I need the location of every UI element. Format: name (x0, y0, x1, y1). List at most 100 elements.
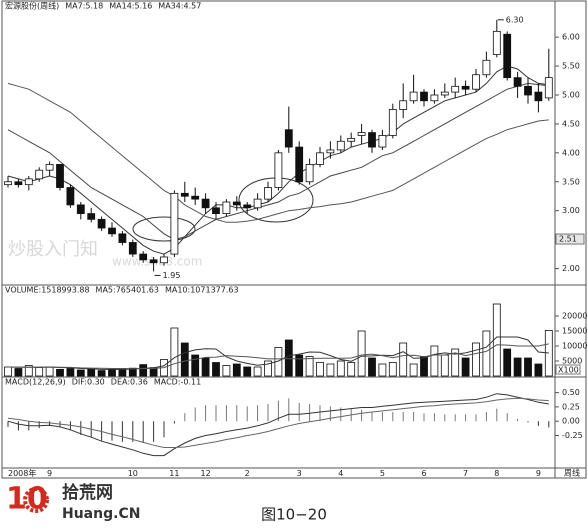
candle-body (399, 100, 408, 110)
x-tick-label: 6 (421, 469, 426, 478)
volume-bar (243, 366, 252, 377)
x-tick-label: 10 (128, 469, 138, 478)
header-label: MACD:-0.11 (154, 378, 201, 387)
candle-body (472, 74, 480, 90)
site-name: 拾荒网 (62, 482, 113, 503)
y-tick-label: 4.50 (562, 119, 580, 128)
volume-bar (295, 354, 304, 377)
y-tick-label: 3.50 (562, 177, 580, 186)
candle-body (440, 91, 449, 96)
candle-body (108, 227, 116, 235)
volume-bar (472, 342, 480, 377)
volume-bar (284, 339, 293, 377)
volume-bar (336, 360, 345, 377)
x-tick-label: 8 (494, 469, 499, 478)
candle-body (87, 213, 96, 220)
candle-body (222, 201, 231, 214)
candle-body (274, 152, 283, 188)
y-tick-label: 3.00 (562, 206, 580, 215)
volume-bar (180, 342, 189, 377)
header-label: 宏源股份(周线) (5, 1, 59, 11)
candle-body (482, 59, 491, 76)
y-tick-label: 20000 (562, 312, 587, 321)
candle-body (284, 129, 293, 148)
volume-bar (97, 370, 106, 377)
candle-body (420, 91, 428, 102)
y-tick-label: 10000 (562, 342, 587, 351)
x-tick-label: 2 (245, 469, 250, 478)
candle-body (56, 164, 64, 188)
y-tick-label: 5000 (562, 357, 582, 366)
volume-bar (264, 360, 272, 377)
candle-body (378, 135, 387, 148)
volume-bar (305, 356, 314, 377)
volume-bar (544, 330, 553, 377)
candle-body (253, 198, 262, 209)
volume-bar (128, 367, 137, 377)
candle-body (24, 178, 33, 186)
header-label: MA5:765401.63 (96, 286, 159, 295)
header-label: VOLUME:1518993.88 (5, 286, 90, 295)
header-label: DEA:0.36 (111, 378, 148, 387)
header-label: MA7:5.18 (65, 2, 103, 11)
volume-bar (316, 362, 324, 377)
candle-body (305, 164, 314, 183)
volume-bar (503, 348, 512, 377)
header-label: MA14:5.16 (109, 2, 152, 11)
cursor-box (555, 233, 585, 245)
indicator-line (7, 65, 549, 255)
watermark: 炒股入门知 (8, 239, 98, 260)
candle-body (45, 164, 54, 171)
candle-body (191, 195, 200, 200)
volume-bar (4, 366, 12, 377)
volume-bar (108, 368, 116, 377)
x-tick-label: 9 (536, 469, 541, 478)
volume-bar (388, 362, 397, 377)
header-label: MA34:4.57 (158, 2, 201, 11)
volume-bar (87, 368, 96, 377)
site-url: Huang.CN (62, 506, 140, 522)
candle-body (388, 109, 397, 136)
candle-body (14, 181, 23, 186)
candle-body (357, 132, 366, 136)
candle-body (347, 137, 356, 142)
annotation: 1.95 (163, 271, 181, 280)
x-tick-label: 5 (380, 469, 385, 478)
candle-body (118, 233, 127, 243)
header-label: MACD(12,26,9) (5, 378, 66, 387)
volume-bar (66, 368, 75, 377)
y-tick-label: 15000 (562, 327, 587, 336)
volume-bar (232, 363, 241, 377)
volume-bar (378, 363, 387, 377)
unit-box (555, 364, 581, 375)
logo (23, 487, 49, 513)
x-tick-label: 7 (463, 469, 468, 478)
annotation: 6.30 (506, 15, 524, 24)
cursor-label: 2.51 (559, 235, 577, 244)
candle-body (128, 242, 137, 255)
volume-bar (201, 357, 210, 377)
volume-bar (170, 327, 179, 377)
indicator-line (7, 82, 549, 223)
volume-bar (347, 362, 356, 377)
volume-bar (368, 357, 376, 377)
candle-body (451, 85, 460, 93)
candle-body (76, 204, 85, 214)
indicator-line (7, 397, 549, 448)
candle-body (139, 253, 148, 261)
candle-body (232, 201, 241, 206)
candle-body (264, 187, 272, 200)
x-tick-label: 3 (297, 469, 302, 478)
volume-bar (420, 356, 428, 377)
logo-number: 10 (6, 482, 48, 517)
x-tick-label: 9 (47, 469, 52, 478)
candle-body (524, 85, 532, 96)
candle-body (243, 204, 252, 209)
y-tick-label: -0.25 (562, 431, 583, 440)
candle-body (409, 91, 418, 102)
candle-body (201, 198, 210, 209)
candle-body (160, 256, 168, 264)
y-tick-label: 4.00 (562, 148, 580, 157)
unit-label: X100 (558, 366, 579, 375)
volume-bar (45, 366, 54, 377)
